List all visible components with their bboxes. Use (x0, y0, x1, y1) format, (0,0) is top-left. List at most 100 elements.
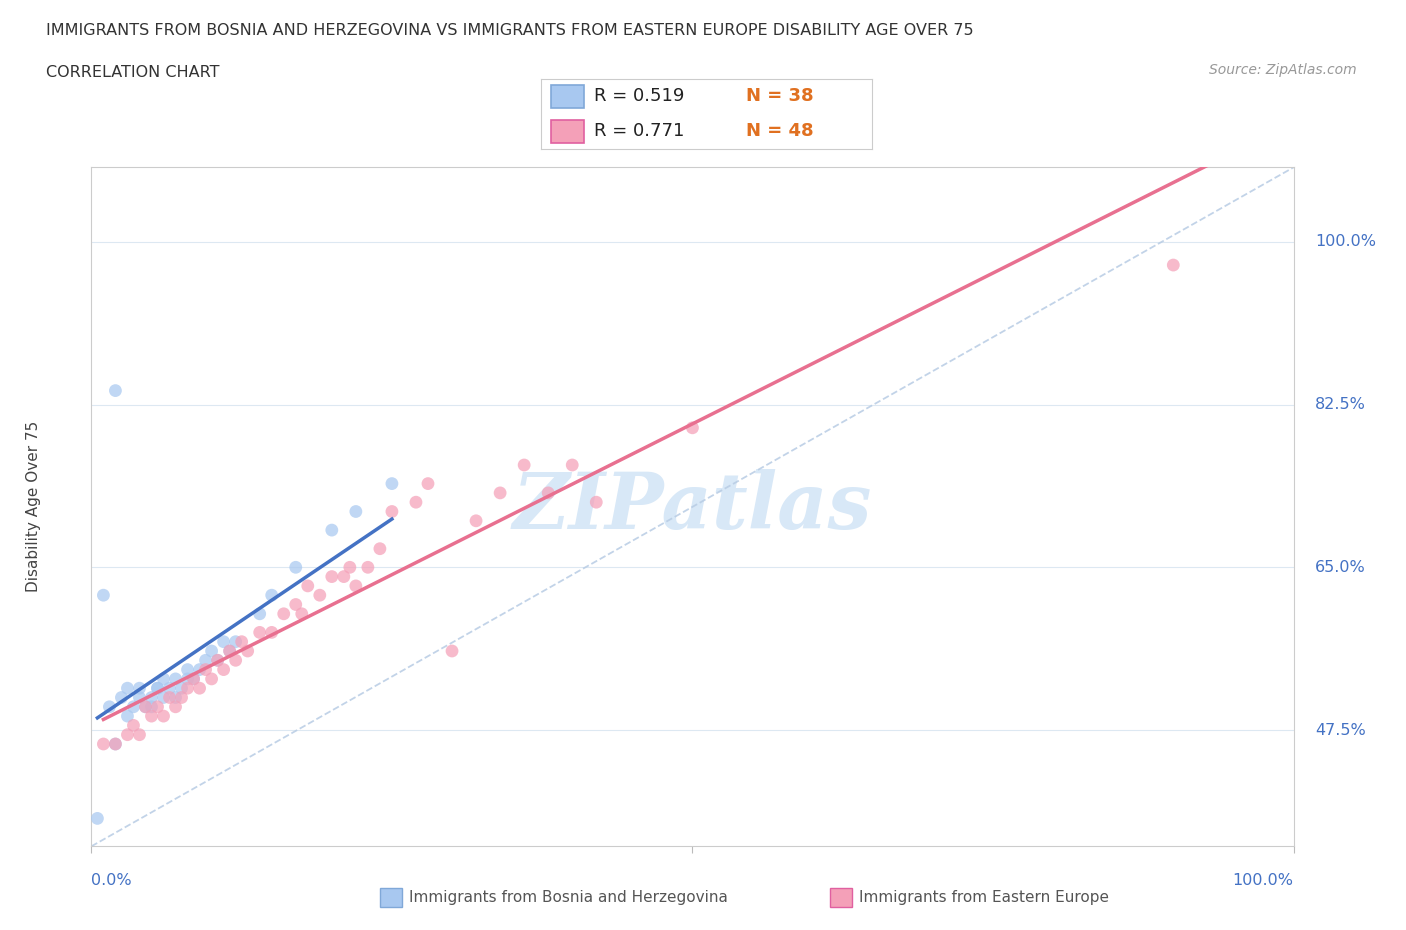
Point (291, 606, 314, 621)
Point (201, 671, 224, 686)
Point (207, 653, 229, 668)
Point (122, 718, 145, 733)
Point (416, 476, 439, 491)
Text: ZIPatlas: ZIPatlas (513, 469, 872, 545)
Text: Immigrants from Bosnia and Herzegovina: Immigrants from Bosnia and Herzegovina (409, 890, 728, 905)
Point (260, 625, 283, 640)
Text: 47.5%: 47.5% (1315, 723, 1365, 737)
Point (188, 681, 211, 696)
Point (537, 485, 560, 500)
Point (321, 569, 343, 584)
Bar (551, 120, 585, 143)
Point (381, 476, 404, 491)
Point (465, 513, 488, 528)
Point (183, 671, 205, 686)
Text: Immigrants from Eastern Europe: Immigrants from Eastern Europe (859, 890, 1109, 905)
Point (110, 690, 132, 705)
Point (170, 681, 193, 696)
Text: N = 48: N = 48 (747, 123, 814, 140)
Point (122, 699, 145, 714)
Point (134, 699, 156, 714)
Text: 82.5%: 82.5% (1315, 397, 1367, 412)
Point (104, 737, 127, 751)
Point (141, 690, 163, 705)
Text: CORRELATION CHART: CORRELATION CHART (46, 65, 219, 80)
Bar (830, 888, 852, 907)
Point (681, 420, 703, 435)
Text: Disability Age Over 75: Disability Age Over 75 (27, 421, 41, 592)
Point (86, 811, 108, 826)
Point (225, 634, 247, 649)
Point (225, 653, 247, 668)
Point (152, 690, 174, 705)
Point (357, 560, 380, 575)
Bar (380, 888, 402, 907)
Point (165, 671, 187, 686)
Point (159, 690, 181, 705)
Bar (551, 85, 585, 109)
Point (585, 495, 607, 510)
Point (231, 634, 253, 649)
Point (489, 485, 512, 500)
Point (1161, 258, 1184, 272)
Point (170, 690, 193, 705)
Point (273, 606, 295, 621)
Text: 100.0%: 100.0% (1233, 873, 1294, 888)
Point (176, 681, 198, 696)
Point (212, 662, 235, 677)
Point (381, 504, 404, 519)
Point (152, 671, 174, 686)
Point (176, 671, 198, 686)
Point (117, 727, 139, 742)
Point (344, 504, 367, 519)
Text: R = 0.771: R = 0.771 (595, 123, 685, 140)
Point (188, 662, 211, 677)
Point (249, 606, 271, 621)
Text: Source: ZipAtlas.com: Source: ZipAtlas.com (1209, 63, 1357, 77)
Point (104, 383, 127, 398)
Point (93, 588, 115, 603)
Point (344, 578, 367, 593)
Point (134, 699, 156, 714)
Text: 100.0%: 100.0% (1315, 234, 1376, 249)
Point (339, 560, 361, 575)
Point (218, 644, 240, 658)
Point (128, 690, 150, 705)
Point (333, 569, 356, 584)
Point (368, 541, 391, 556)
Point (218, 644, 240, 658)
Point (146, 699, 169, 714)
Point (165, 690, 187, 705)
Point (117, 681, 139, 696)
Text: IMMIGRANTS FROM BOSNIA AND HERZEGOVINA VS IMMIGRANTS FROM EASTERN EUROPE DISABIL: IMMIGRANTS FROM BOSNIA AND HERZEGOVINA V… (46, 23, 974, 38)
Point (117, 709, 139, 724)
Text: 0.0%: 0.0% (91, 873, 132, 888)
Point (201, 644, 224, 658)
Point (308, 588, 330, 603)
Point (146, 681, 169, 696)
Point (236, 644, 259, 658)
Point (98, 699, 121, 714)
Point (249, 625, 271, 640)
Point (183, 671, 205, 686)
Point (93, 737, 115, 751)
Point (128, 727, 150, 742)
Point (159, 681, 181, 696)
Point (440, 644, 463, 658)
Point (405, 495, 427, 510)
Point (284, 560, 307, 575)
Point (260, 588, 283, 603)
Point (104, 737, 127, 751)
Point (207, 653, 229, 668)
Point (297, 578, 319, 593)
Point (128, 681, 150, 696)
Point (141, 709, 163, 724)
Text: R = 0.519: R = 0.519 (595, 87, 685, 105)
Point (513, 458, 536, 472)
Point (284, 597, 307, 612)
Point (165, 699, 187, 714)
Text: 65.0%: 65.0% (1315, 560, 1365, 575)
Point (152, 709, 174, 724)
Point (141, 699, 163, 714)
Point (212, 634, 235, 649)
